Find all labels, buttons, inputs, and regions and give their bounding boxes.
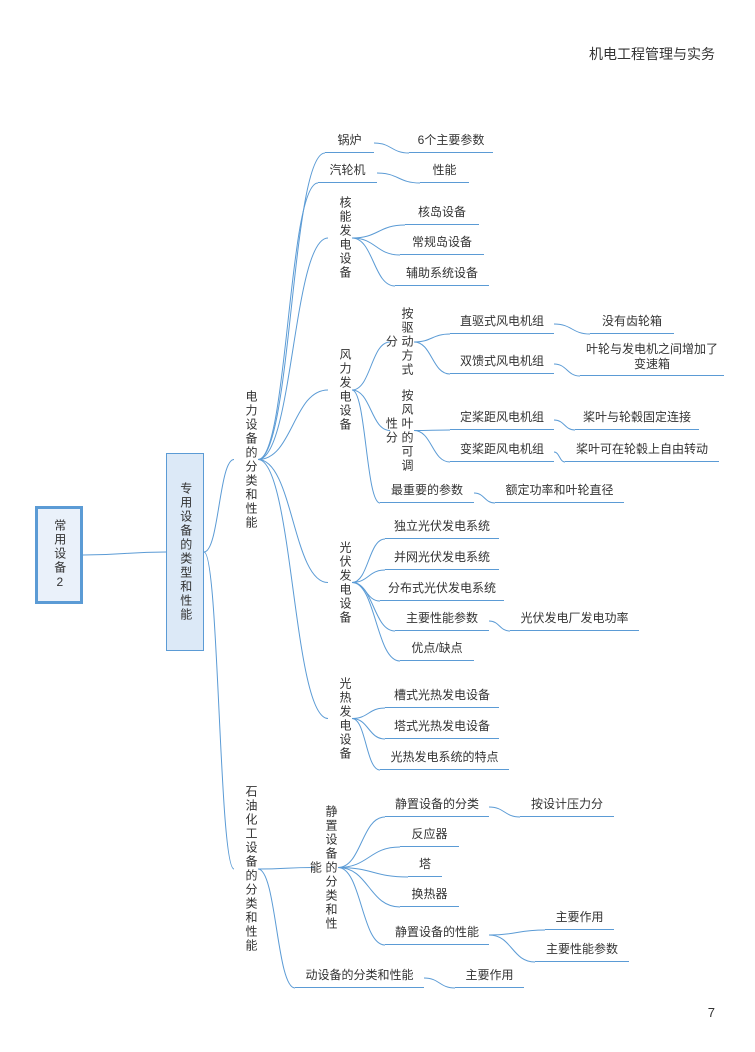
node-wind_d2: 双馈式风电机组	[450, 354, 554, 374]
node-static: 静置设备的分类和性能	[314, 800, 338, 935]
node-nuc3: 辅助系统设备	[395, 266, 489, 286]
node-turb_perf: 性能	[420, 163, 469, 183]
node-pv3: 分布式光伏发电系统	[380, 581, 504, 601]
node-root: 常用设备2	[35, 506, 83, 604]
page-number: 7	[708, 1005, 715, 1022]
node-sol1: 槽式光热发电设备	[385, 688, 499, 708]
node-st5a: 主要作用	[545, 910, 614, 930]
node-wind_key: 最重要的参数	[380, 483, 474, 503]
node-pv4b: 光伏发电厂发电功率	[510, 611, 639, 631]
node-nuclear: 核能发电设备	[328, 188, 352, 288]
node-wind_b1: 定桨距风电机组	[450, 410, 554, 430]
node-boiler: 锅炉	[325, 133, 374, 153]
node-nuc2: 常规岛设备	[400, 235, 484, 255]
node-st2: 反应器	[400, 827, 459, 847]
node-dyn_b: 主要作用	[455, 968, 524, 988]
node-sol3: 光热发电系统的特点	[380, 750, 509, 770]
node-wind_b2b: 桨叶可在轮毂上自由转动	[565, 442, 719, 462]
page-header: 机电工程管理与实务	[589, 45, 715, 63]
node-st1b: 按设计压力分	[520, 797, 614, 817]
node-elec: 电力设备的分类和性能	[234, 387, 258, 532]
node-wind_b1b: 桨叶与轮毂固定连接	[575, 410, 699, 430]
node-pv5: 优点/缺点	[400, 641, 474, 661]
node-st5b: 主要性能参数	[535, 942, 629, 962]
node-wind_d1b: 没有齿轮箱	[590, 314, 674, 334]
tree-edges	[0, 0, 755, 1052]
node-st3: 塔	[408, 857, 442, 877]
node-petro: 石油化工设备的分类和性能	[234, 774, 258, 964]
node-st1: 静置设备的分类	[385, 797, 489, 817]
node-st4: 换热器	[400, 887, 459, 907]
node-wind_b2: 变桨距风电机组	[450, 442, 554, 462]
node-pv1: 独立光伏发电系统	[385, 519, 499, 539]
node-turbine: 汽轮机	[318, 163, 377, 183]
node-special: 专用设备的类型和性能	[166, 453, 204, 651]
node-solar: 光热发电设备	[328, 666, 352, 771]
node-pv: 光伏发电设备	[328, 525, 352, 640]
node-wind: 风力发电设备	[328, 335, 352, 445]
node-wind_keyb: 额定功率和叶轮直径	[495, 483, 624, 503]
node-wind_d2b: 叶轮与发电机之间增加了变速箱	[580, 342, 724, 376]
node-sol2: 塔式光热发电设备	[385, 719, 499, 739]
node-wind_drv: 按驱动方式分	[390, 307, 414, 377]
node-boiler6: 6个主要参数	[409, 133, 493, 153]
node-wind_d1: 直驱式风电机组	[450, 314, 554, 334]
node-st5: 静置设备的性能	[385, 925, 489, 945]
node-pv2: 并网光伏发电系统	[385, 550, 499, 570]
node-nuc1: 核岛设备	[405, 205, 479, 225]
node-dyn: 动设备的分类和性能	[295, 968, 424, 988]
node-pv4: 主要性能参数	[395, 611, 489, 631]
node-wind_blade: 按风叶的可调性分	[390, 383, 414, 478]
